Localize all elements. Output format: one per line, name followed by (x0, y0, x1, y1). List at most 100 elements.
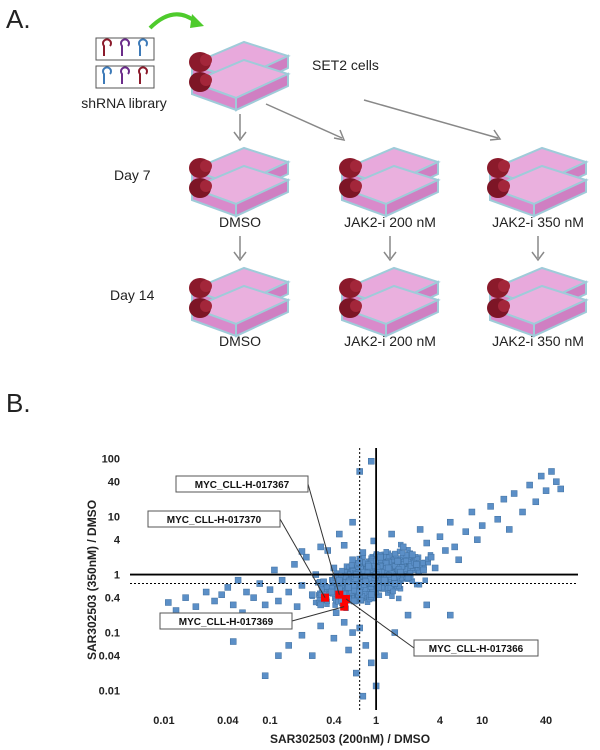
data-point (447, 518, 454, 526)
data-point (431, 564, 439, 572)
data-point (349, 518, 356, 526)
data-point (362, 642, 370, 649)
cloud-point (358, 597, 364, 604)
data-point (557, 485, 564, 493)
data-point (330, 564, 338, 572)
data-point (413, 561, 420, 568)
data-point (494, 515, 501, 523)
data-point (317, 543, 324, 551)
library-label: shRNA library (81, 95, 167, 111)
data-point (308, 591, 316, 598)
data-point (388, 530, 395, 538)
data-point (243, 588, 250, 596)
callout-label: MYC_CLL-H-017369 (179, 617, 274, 628)
data-point (537, 472, 545, 480)
curved-arrow-icon (148, 12, 204, 30)
y-tick-label: 100 (102, 454, 120, 466)
callout-leader (279, 518, 326, 598)
panel-b-label: B. (6, 388, 31, 418)
data-point (455, 556, 462, 564)
callout-leader (291, 606, 345, 622)
data-point (332, 609, 340, 616)
data-point (336, 530, 343, 538)
shrna-library-icon (95, 37, 155, 89)
callout-label: MYC_CLL-H-017366 (429, 644, 524, 655)
data-point (409, 551, 416, 558)
cloud-point (422, 577, 428, 583)
data-points (165, 458, 564, 700)
day14-condition-jak200: JAK2-i 200 nM (344, 333, 436, 349)
y-tick-label: 10 (108, 512, 120, 524)
data-point (317, 601, 324, 609)
data-point (381, 576, 388, 584)
data-point (427, 553, 435, 561)
data-point (500, 495, 508, 503)
cloud-point (420, 560, 426, 566)
y-tick-label: 1 (114, 570, 120, 582)
cloud-point (390, 588, 396, 595)
data-point (462, 528, 470, 535)
data-point (451, 543, 458, 551)
flow-arrows (233, 99, 545, 262)
data-point (340, 542, 348, 549)
data-point (365, 562, 372, 570)
data-point (165, 599, 172, 606)
data-point (298, 582, 306, 589)
data-point (423, 539, 430, 547)
data-point (394, 557, 402, 565)
data-point (353, 669, 360, 677)
data-point (436, 533, 444, 540)
day7-condition-jak350: JAK2-i 350 nM (492, 214, 584, 230)
data-point (404, 611, 412, 619)
cloud-point (416, 582, 423, 588)
cloud-point (389, 593, 395, 599)
data-point (182, 594, 189, 601)
data-point (478, 522, 486, 529)
data-point (474, 536, 481, 543)
data-point (336, 576, 343, 584)
data-point (510, 490, 518, 497)
data-point (542, 487, 550, 494)
y-tick-label: 40 (108, 477, 120, 489)
data-point (548, 468, 555, 475)
y-axis-label: SAR302503 (350nM) / DMSO (85, 500, 99, 660)
cloud-point (345, 579, 352, 586)
cloud-point (355, 560, 362, 566)
x-tick-label: 1 (373, 715, 379, 727)
callout-box (159, 612, 293, 630)
panel-a-label: A. (6, 4, 31, 34)
data-point (399, 543, 407, 551)
y-tick-label: 0.1 (105, 628, 120, 640)
flask-day14-jak350 (486, 267, 587, 337)
data-point (218, 591, 225, 598)
data-point (423, 601, 430, 609)
data-point (261, 672, 269, 679)
data-point (359, 549, 367, 556)
data-point (320, 578, 327, 586)
data-point (271, 566, 278, 574)
data-point (447, 611, 454, 619)
data-point (298, 631, 306, 639)
callouts: MYC_CLL-H-017367 MYC_CLL-H-017370 MYC_CLL-… (147, 475, 539, 657)
flask-day7-dmso (188, 147, 289, 217)
data-point (506, 526, 513, 533)
y-tick-label: 0.01 (99, 686, 120, 698)
data-point (285, 642, 292, 649)
callout-box (413, 639, 539, 657)
data-point (487, 503, 494, 510)
x-tick-labels: 0.01 0.04 0.1 0.4 1 4 10 40 (153, 715, 552, 727)
data-point (266, 586, 274, 593)
data-point (368, 659, 375, 667)
data-point (328, 588, 335, 596)
callout-leader (345, 598, 415, 649)
data-point (308, 652, 316, 659)
callout-leader (307, 483, 340, 595)
data-point (285, 588, 292, 596)
day14-condition-dmso: DMSO (219, 333, 261, 349)
data-point (442, 547, 449, 554)
data-point (384, 564, 392, 572)
data-point (526, 481, 533, 489)
data-point (468, 508, 476, 516)
data-point (377, 553, 384, 561)
